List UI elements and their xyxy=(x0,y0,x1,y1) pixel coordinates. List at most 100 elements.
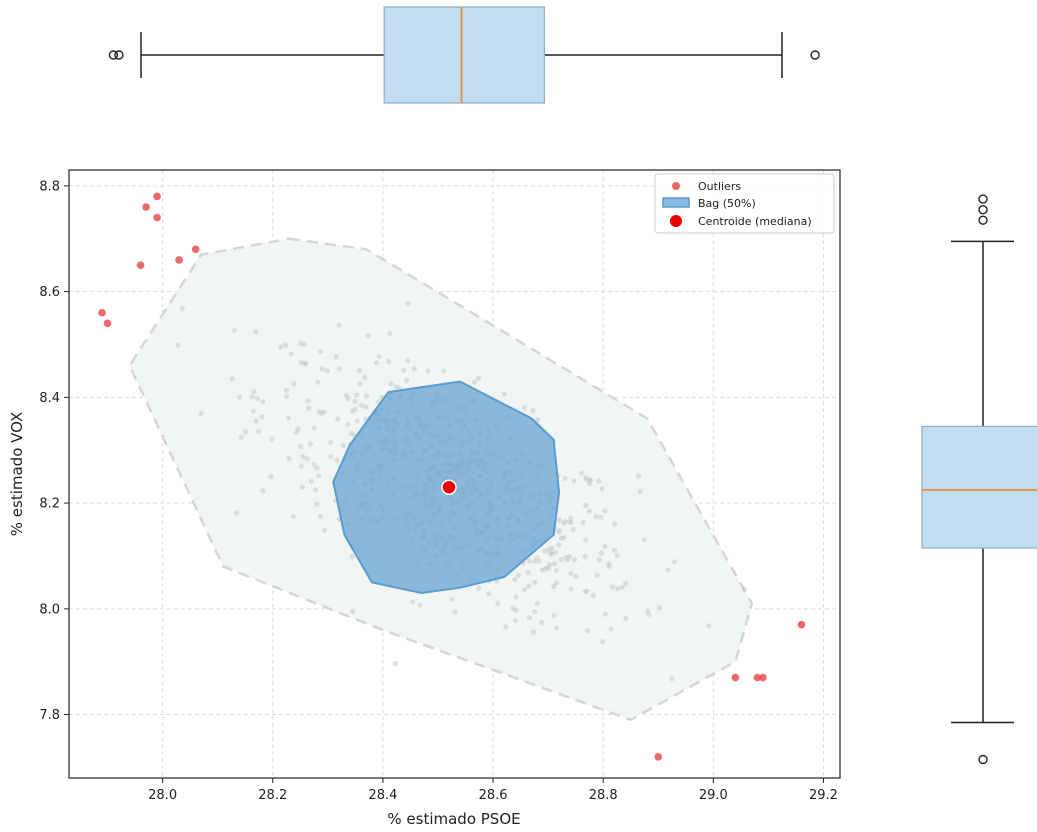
inlier-point xyxy=(646,611,652,618)
legend-outliers-marker xyxy=(672,182,680,190)
inlier-point xyxy=(333,354,339,360)
inlier-point xyxy=(741,586,748,592)
inlier-point xyxy=(578,470,585,476)
inlier-point xyxy=(566,553,573,560)
inlier-point xyxy=(317,513,323,520)
centroid-point xyxy=(441,479,457,495)
inlier-point xyxy=(179,305,185,311)
inlier-point xyxy=(449,596,455,602)
inlier-point xyxy=(609,584,615,590)
inlier-point xyxy=(282,342,288,348)
inlier-point xyxy=(260,488,266,494)
inlier-point xyxy=(598,550,604,556)
outlier-point xyxy=(191,245,200,254)
inlier-point xyxy=(572,557,578,563)
inlier-point xyxy=(606,561,612,567)
inlier-point xyxy=(405,300,411,306)
inlier-point xyxy=(305,398,311,404)
outlier-point xyxy=(98,308,106,317)
inlier-point xyxy=(598,514,604,520)
inlier-point xyxy=(291,381,297,387)
inlier-point xyxy=(600,639,606,645)
inlier-point xyxy=(452,609,458,615)
inlier-point xyxy=(283,387,290,394)
vox-boxplot xyxy=(921,194,1037,765)
inlier-point xyxy=(340,442,346,448)
inlier-point xyxy=(536,558,543,564)
inlier-point xyxy=(615,586,621,592)
inlier-point xyxy=(283,393,289,399)
inlier-point xyxy=(669,676,675,682)
inlier-point xyxy=(556,517,563,523)
inlier-point xyxy=(237,394,243,400)
inlier-point xyxy=(602,543,608,550)
inlier-point xyxy=(549,551,555,557)
inlier-point xyxy=(441,368,447,374)
y-tick-label: 8.4 xyxy=(39,391,60,406)
y-axis-label: % estimado VOX xyxy=(8,412,26,537)
inlier-point xyxy=(586,509,592,515)
inlier-point xyxy=(362,374,368,380)
inlier-point xyxy=(553,567,560,574)
inlier-point xyxy=(285,415,291,421)
legend: Outliers Bag (50%) Centroide (mediana) xyxy=(654,173,835,234)
y-tick-label: 7.8 xyxy=(39,708,60,723)
inlier-point xyxy=(401,368,407,374)
inlier-point xyxy=(388,381,394,387)
inlier-point xyxy=(410,599,416,605)
inlier-point xyxy=(532,558,538,564)
inlier-point xyxy=(300,454,306,460)
psoe-boxplot xyxy=(108,6,820,104)
vox-flier xyxy=(978,215,988,225)
x-tick-label: 29.0 xyxy=(699,788,728,803)
legend-bag-marker xyxy=(662,197,690,208)
inlier-point xyxy=(656,605,663,611)
inlier-point xyxy=(527,558,533,564)
inlier-point xyxy=(665,567,671,573)
inlier-point xyxy=(359,402,365,408)
inlier-point xyxy=(269,436,275,442)
inlier-point xyxy=(363,404,369,410)
inlier-point xyxy=(328,454,334,460)
inlier-point xyxy=(302,341,308,348)
scatter-plot: 28.0 28.2 28.4 28.6 28.8 29.0 29.2 7.8 8.0 8.2 8.… xyxy=(8,169,841,828)
inlier-point xyxy=(387,330,393,336)
inlier-point xyxy=(303,360,309,366)
inlier-point xyxy=(336,366,342,372)
inlier-point xyxy=(540,567,546,573)
inlier-point xyxy=(336,322,342,328)
inlier-point xyxy=(288,351,294,357)
inlier-point xyxy=(356,367,362,373)
x-ticks: 28.0 28.2 28.4 28.6 28.8 29.0 29.2 xyxy=(148,778,838,803)
inlier-point xyxy=(250,408,256,414)
y-tick-label: 8.8 xyxy=(39,179,60,194)
inlier-point xyxy=(562,518,569,524)
inlier-point xyxy=(350,608,356,614)
inlier-point xyxy=(298,463,304,469)
inlier-point xyxy=(290,513,296,520)
inlier-point xyxy=(314,465,320,471)
inlier-point xyxy=(512,618,519,624)
inlier-point xyxy=(560,535,567,541)
y-ticks: 7.8 8.0 8.2 8.4 8.6 8.8 xyxy=(39,179,69,723)
inlier-point xyxy=(599,486,605,492)
inlier-point xyxy=(277,344,284,350)
inlier-point xyxy=(299,484,305,490)
inlier-point xyxy=(526,583,532,590)
inlier-point xyxy=(324,368,330,374)
inlier-point xyxy=(553,625,560,631)
inlier-point xyxy=(593,513,599,520)
inlier-point xyxy=(594,572,600,578)
inlier-point xyxy=(584,588,590,594)
inlier-point xyxy=(568,586,574,592)
inlier-point xyxy=(314,501,320,507)
inlier-point xyxy=(545,565,551,571)
inlier-point xyxy=(352,406,358,413)
inlier-point xyxy=(354,418,360,424)
outlier-point xyxy=(136,261,145,269)
inlier-point xyxy=(260,399,266,405)
y-tick-label: 8.0 xyxy=(39,602,60,617)
inlier-point xyxy=(476,585,482,592)
inlier-point xyxy=(251,389,257,395)
inlier-point xyxy=(532,579,538,585)
